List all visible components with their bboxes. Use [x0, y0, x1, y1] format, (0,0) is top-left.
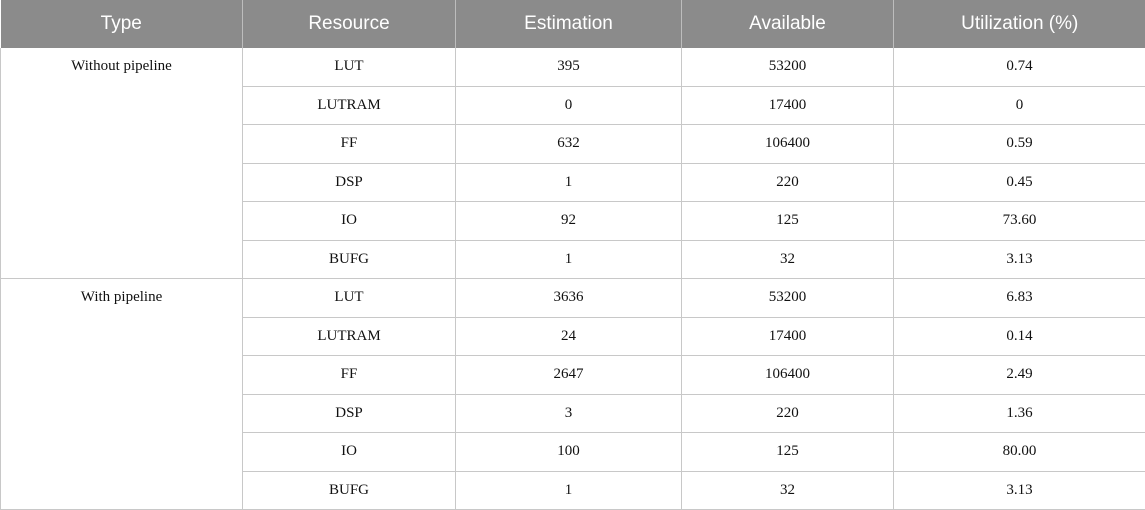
table-row: DSP 3 220 1.36	[1, 394, 1145, 433]
header-estimation: Estimation	[455, 0, 682, 48]
type-cell-with-pipeline: With pipeline	[0, 278, 243, 510]
resource-cell: BUFG	[242, 240, 456, 279]
resource-cell: LUTRAM	[242, 86, 456, 125]
available-cell: 220	[681, 394, 894, 433]
header-utilization: Utilization (%)	[893, 0, 1145, 48]
utilization-cell: 3.13	[893, 240, 1145, 279]
resource-cell: IO	[242, 201, 456, 241]
estimation-cell: 1	[455, 471, 682, 510]
resource-cell: BUFG	[242, 471, 456, 510]
type-cell-without-pipeline: Without pipeline	[0, 48, 243, 279]
estimation-cell: 395	[455, 48, 682, 87]
estimation-cell: 0	[455, 86, 682, 125]
resource-cell: LUTRAM	[242, 317, 456, 356]
header-row: Type Resource Estimation Available Utili…	[0, 0, 1145, 48]
estimation-cell: 632	[455, 124, 682, 164]
table-row: BUFG 1 32 3.13	[1, 240, 1145, 279]
available-cell: 106400	[681, 355, 894, 395]
utilization-cell: 73.60	[893, 201, 1145, 241]
estimation-cell: 1	[455, 163, 682, 202]
table-row: BUFG 1 32 3.13	[1, 471, 1145, 510]
table-row: LUTRAM 0 17400 0	[1, 86, 1145, 125]
available-cell: 220	[681, 163, 894, 202]
resource-cell: LUT	[242, 278, 456, 318]
estimation-cell: 1	[455, 240, 682, 279]
utilization-cell: 80.00	[893, 432, 1145, 472]
available-cell: 106400	[681, 124, 894, 164]
estimation-cell: 2647	[455, 355, 682, 395]
estimation-cell: 24	[455, 317, 682, 356]
available-cell: 125	[681, 432, 894, 472]
utilization-cell: 0	[893, 86, 1145, 125]
table-row: FF 2647 106400 2.49	[1, 355, 1145, 395]
table-body: Without pipeline LUT 395 53200 0.74 LUTR…	[0, 48, 1145, 510]
resource-cell: LUT	[242, 48, 456, 87]
utilization-cell: 2.49	[893, 355, 1145, 395]
estimation-cell: 92	[455, 201, 682, 241]
utilization-cell: 0.74	[893, 48, 1145, 87]
available-cell: 53200	[681, 48, 894, 87]
utilization-cell: 0.45	[893, 163, 1145, 202]
table-header: Type Resource Estimation Available Utili…	[0, 0, 1145, 48]
table-row: IO 92 125 73.60	[1, 201, 1145, 241]
utilization-cell: 6.83	[893, 278, 1145, 318]
available-cell: 32	[681, 240, 894, 279]
estimation-cell: 100	[455, 432, 682, 472]
header-type: Type	[0, 0, 243, 48]
resource-cell: FF	[242, 124, 456, 164]
table-row: With pipeline LUT 3636 53200 6.83	[0, 278, 1145, 510]
available-cell: 125	[681, 201, 894, 241]
available-cell: 32	[681, 471, 894, 510]
resource-cell: IO	[242, 432, 456, 472]
table-row: Without pipeline LUT 395 53200 0.74	[0, 48, 1145, 279]
utilization-cell: 0.59	[893, 124, 1145, 164]
table-row: IO 100 125 80.00	[1, 432, 1145, 472]
utilization-cell: 3.13	[893, 471, 1145, 510]
available-cell: 17400	[681, 86, 894, 125]
utilization-cell: 0.14	[893, 317, 1145, 356]
available-cell: 53200	[681, 278, 894, 318]
estimation-cell: 3636	[455, 278, 682, 318]
table-row: FF 632 106400 0.59	[1, 124, 1145, 164]
table-row: DSP 1 220 0.45	[1, 163, 1145, 202]
resource-cell: FF	[242, 355, 456, 395]
header-resource: Resource	[242, 0, 456, 48]
resource-cell: DSP	[242, 163, 456, 202]
available-cell: 17400	[681, 317, 894, 356]
utilization-cell: 1.36	[893, 394, 1145, 433]
header-available: Available	[681, 0, 894, 48]
resource-cell: DSP	[242, 394, 456, 433]
estimation-cell: 3	[455, 394, 682, 433]
